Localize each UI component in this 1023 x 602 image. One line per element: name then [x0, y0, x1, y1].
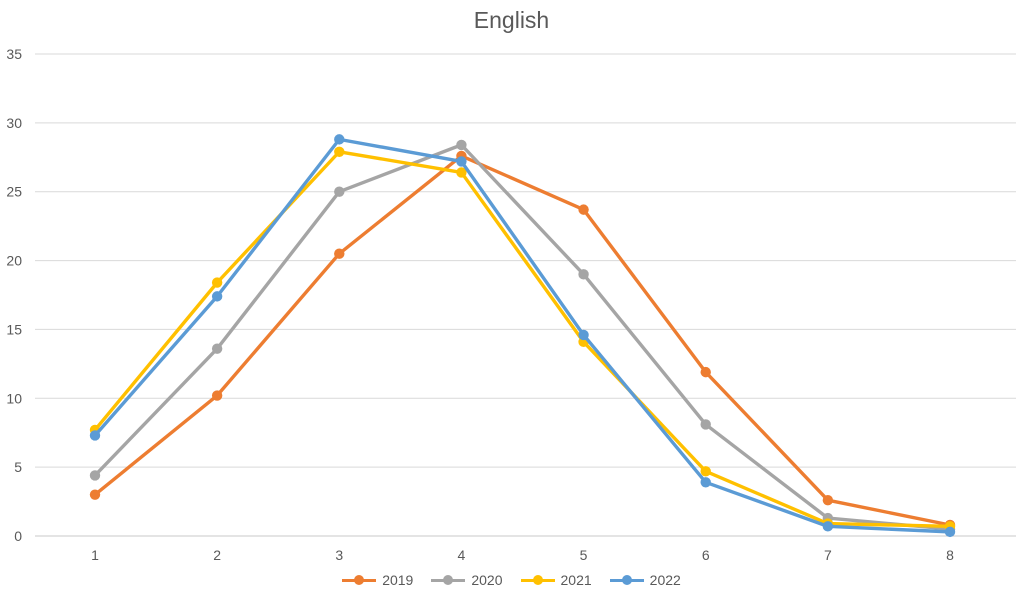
marker-2021 — [211, 277, 223, 288]
marker-2019 — [211, 390, 223, 401]
legend: 2019 2020 2021 2022 — [0, 573, 1023, 587]
legend-item-2019: 2019 — [342, 573, 413, 587]
y-tick-label: 10 — [6, 390, 22, 406]
legend-marker-icon — [609, 575, 644, 585]
marker-2020 — [456, 139, 467, 151]
marker-2022 — [456, 156, 467, 167]
y-tick-label: 5 — [14, 459, 22, 475]
legend-item-2022: 2022 — [609, 572, 681, 588]
legend-label: 2021 — [560, 572, 592, 588]
y-tick-label: 25 — [6, 184, 22, 200]
legend-label: 2019 — [382, 572, 414, 588]
marker-2020 — [578, 269, 589, 280]
marker-2022 — [578, 329, 589, 341]
marker-2020 — [211, 343, 223, 354]
marker-2022 — [211, 291, 223, 302]
x-tick-label: 7 — [824, 547, 832, 563]
x-tick-label: 8 — [946, 547, 954, 563]
marker-2022 — [944, 526, 956, 538]
marker-2022 — [89, 430, 101, 441]
x-tick-label: 3 — [335, 547, 343, 563]
legend-item-2020: 2020 — [431, 572, 503, 588]
marker-2020 — [89, 470, 101, 481]
marker-2019 — [578, 204, 589, 215]
y-tick-label: 30 — [6, 115, 22, 131]
marker-2019 — [334, 248, 345, 259]
y-tick-label: 0 — [14, 528, 22, 544]
x-tick-label: 6 — [702, 547, 710, 563]
marker-2021 — [456, 167, 467, 178]
marker-2021 — [700, 466, 711, 477]
legend-label: 2022 — [649, 572, 681, 588]
x-tick-label: 5 — [580, 547, 588, 563]
legend-marker-icon — [520, 575, 555, 585]
marker-2021 — [334, 146, 345, 157]
y-tick-label: 20 — [6, 253, 22, 269]
x-tick-label: 1 — [91, 547, 99, 563]
legend-dot-icon — [354, 575, 365, 585]
legend-item-2021: 2021 — [520, 572, 592, 588]
series-line-2019 — [93, 154, 952, 527]
marker-2019 — [89, 489, 101, 500]
x-tick-label: 2 — [213, 547, 221, 563]
marker-2019 — [822, 494, 834, 506]
marker-2022 — [700, 477, 711, 488]
chart-title: English — [473, 7, 550, 33]
legend-dot-icon — [532, 575, 543, 585]
y-tick-label: 15 — [6, 321, 22, 337]
series-line-2022 — [93, 137, 952, 534]
marker-2020 — [700, 419, 711, 430]
legend-marker-icon — [431, 575, 466, 585]
marker-2020 — [334, 186, 345, 197]
series-line-2021 — [93, 150, 952, 529]
legend-marker-icon — [342, 575, 377, 585]
y-tick-label: 35 — [6, 46, 22, 62]
marker-2019 — [700, 366, 711, 378]
series-line-2020 — [93, 143, 952, 531]
x-tick-label: 4 — [458, 547, 466, 563]
legend-dot-icon — [443, 575, 454, 585]
marker-2022 — [334, 134, 345, 145]
legend-dot-icon — [621, 575, 632, 585]
legend-label: 2020 — [471, 572, 503, 588]
marker-2022 — [822, 521, 834, 532]
